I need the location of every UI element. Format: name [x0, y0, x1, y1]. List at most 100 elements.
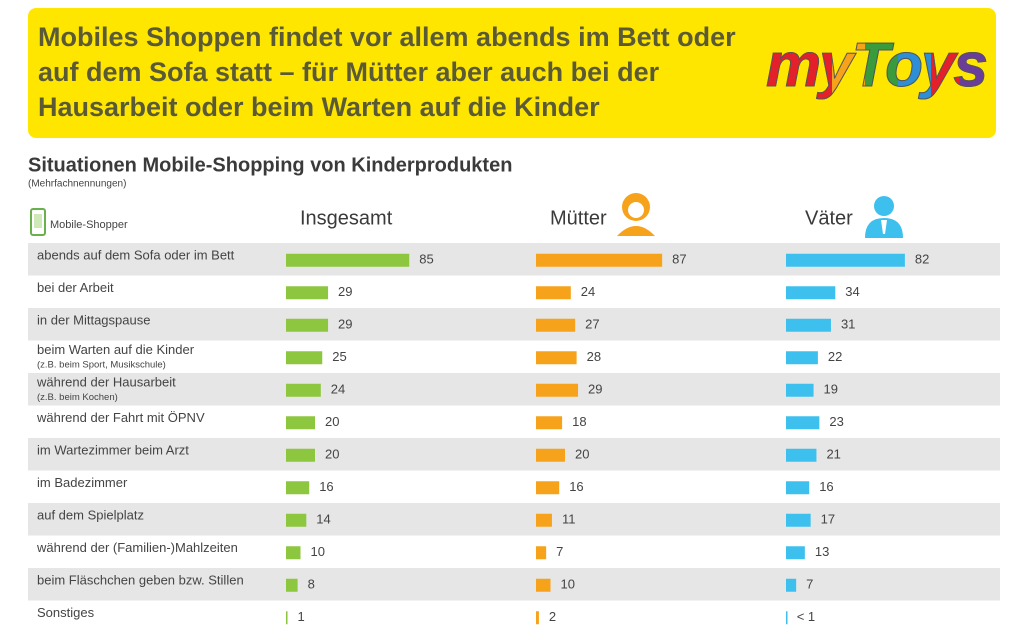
value-label: 19 [824, 382, 838, 397]
value-label: 20 [575, 447, 589, 462]
category-label: während der (Familien-)Mahlzeiten [36, 540, 238, 555]
bar [536, 546, 547, 560]
bar [786, 318, 831, 332]
bar [786, 253, 905, 267]
value-label: 17 [821, 512, 835, 527]
value-label: 20 [325, 414, 339, 429]
series-header: Insgesamt [300, 207, 393, 229]
father-icon [865, 196, 903, 238]
bar [536, 513, 552, 527]
bar [536, 351, 577, 365]
value-label: 18 [572, 414, 586, 429]
bar [286, 448, 315, 462]
value-label: 11 [562, 512, 576, 527]
bar [786, 578, 797, 592]
bar [286, 351, 323, 365]
bar [786, 448, 817, 462]
value-label: 29 [338, 317, 352, 332]
value-label: 7 [556, 544, 563, 559]
bar [786, 286, 836, 300]
value-label: 31 [841, 317, 855, 332]
value-label: 87 [672, 252, 686, 267]
series-header: Mütter [550, 207, 607, 229]
category-label: auf dem Spielplatz [37, 508, 144, 523]
bar [536, 416, 563, 430]
row-background [28, 438, 1000, 471]
row-background [28, 308, 1000, 341]
bar [286, 578, 298, 592]
category-label: während der Hausarbeit [36, 375, 176, 390]
bar [286, 546, 301, 560]
bar [786, 611, 788, 625]
value-label: 24 [331, 382, 345, 397]
bar [536, 578, 551, 592]
bar [286, 416, 315, 430]
value-label: 20 [325, 447, 339, 462]
value-label: < 1 [797, 609, 815, 624]
value-label: 22 [828, 349, 842, 364]
value-label: 23 [829, 414, 843, 429]
category-note: (z.B. beim Sport, Musikschule) [37, 359, 166, 370]
value-label: 7 [806, 577, 813, 592]
category-label: bei der Arbeit [37, 280, 114, 295]
category-label: abends auf dem Sofa oder im Bett [37, 248, 235, 263]
value-label: 10 [561, 577, 575, 592]
logo: myToys [765, 31, 988, 101]
value-label: 85 [419, 252, 433, 267]
bar [786, 481, 810, 495]
value-label: 16 [319, 479, 333, 494]
bar [786, 513, 811, 527]
category-label: beim Fläschchen geben bzw. Stillen [37, 573, 244, 588]
value-label: 25 [332, 349, 346, 364]
value-label: 82 [915, 252, 929, 267]
category-label: während der Fahrt mit ÖPNV [36, 410, 205, 425]
bar [536, 286, 571, 300]
category-note: (z.B. beim Kochen) [37, 392, 118, 403]
note: (Mehrfachnennungen) [28, 179, 126, 190]
value-label: 2 [549, 609, 556, 624]
bar [286, 286, 329, 300]
category-label: beim Warten auf die Kinder [37, 342, 195, 357]
value-label: 24 [581, 284, 595, 299]
value-label: 16 [819, 479, 833, 494]
bar [786, 351, 818, 365]
bar [536, 253, 663, 267]
mother-icon [617, 193, 655, 236]
value-label: 8 [308, 577, 315, 592]
value-label: 1 [297, 609, 304, 624]
bar [286, 611, 288, 625]
legend-label: Mobile-Shopper [50, 219, 128, 231]
category-label: im Wartezimmer beim Arzt [37, 443, 189, 458]
bar [536, 318, 576, 332]
bar [536, 383, 579, 397]
bar [536, 481, 560, 495]
banner [28, 8, 996, 138]
phone-icon [30, 208, 46, 236]
value-label: 13 [815, 544, 829, 559]
bar [536, 611, 539, 625]
bar [286, 383, 321, 397]
bar [786, 383, 814, 397]
value-label: 28 [587, 349, 601, 364]
value-label: 21 [826, 447, 840, 462]
row-background [28, 503, 1000, 536]
chart-title: Mobiles Shoppen findet vor allem abends … [38, 22, 736, 122]
row-background [28, 568, 1000, 601]
bar [786, 546, 805, 560]
chart-subtitle: Situationen Mobile-Shopping von Kinderpr… [28, 154, 512, 176]
bar [286, 318, 329, 332]
row-background [28, 373, 1000, 406]
value-label: 10 [311, 544, 325, 559]
bar [536, 448, 565, 462]
value-label: 34 [845, 284, 859, 299]
bar [286, 513, 307, 527]
bar [786, 416, 820, 430]
value-label: 27 [585, 317, 599, 332]
bar [286, 481, 310, 495]
category-label: im Badezimmer [37, 475, 128, 490]
value-label: 29 [588, 382, 602, 397]
value-label: 14 [316, 512, 330, 527]
series-header: Väter [805, 207, 853, 229]
